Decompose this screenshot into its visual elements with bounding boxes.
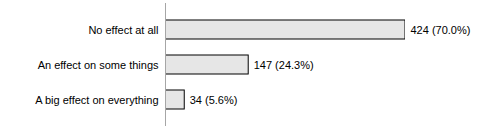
svg-text:An effect on some things: An effect on some things: [38, 59, 159, 71]
svg-text:No effect at all: No effect at all: [88, 24, 158, 36]
svg-text:34 (5.6%): 34 (5.6%): [190, 94, 238, 106]
svg-text:A big effect on everything: A big effect on everything: [35, 94, 158, 106]
svg-text:424 (70.0%): 424 (70.0%): [411, 24, 471, 36]
svg-text:147 (24.3%): 147 (24.3%): [254, 59, 314, 71]
